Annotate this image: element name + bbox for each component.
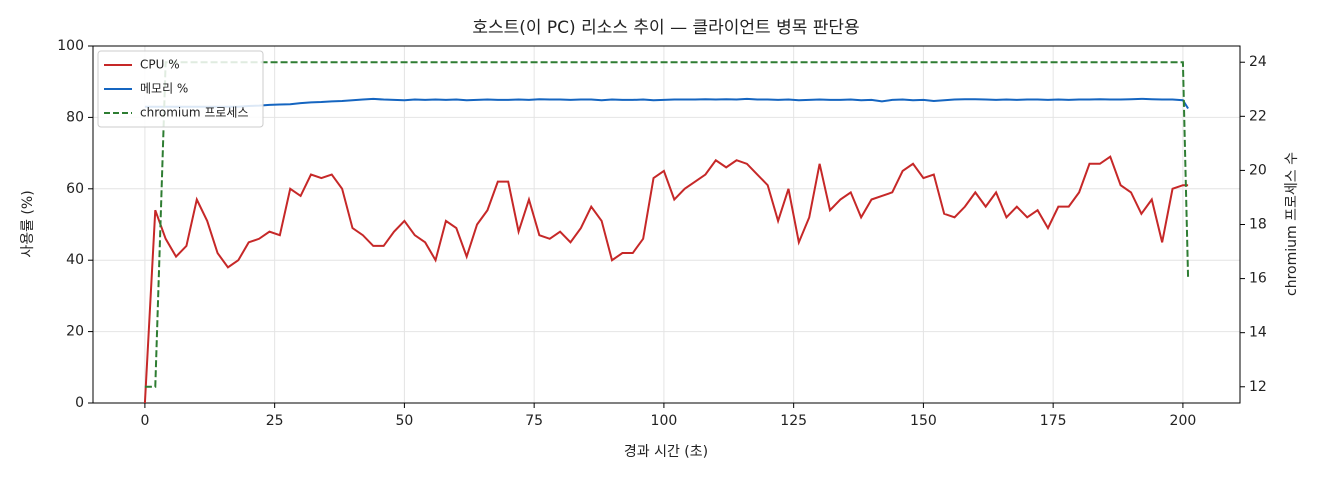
legend-label: chromium 프로세스	[140, 106, 249, 120]
legend-box	[97, 50, 264, 128]
x-tick-label: 125	[780, 413, 807, 429]
x-tick-label: 175	[1040, 413, 1067, 429]
legend-label: 메모리 %	[140, 82, 188, 96]
y-tick-label: 20	[66, 324, 84, 340]
y2-tick-label: 16	[1249, 271, 1267, 287]
x-tick-label: 50	[395, 413, 413, 429]
y2-tick-label: 12	[1249, 379, 1267, 395]
x-tick-label: 0	[140, 413, 149, 429]
x-tick-label: 25	[266, 413, 284, 429]
data-line	[143, 155, 1189, 404]
x-axis-label: 경과 시간 (초)	[624, 444, 708, 460]
y-tick-label: 0	[75, 395, 84, 411]
data-line	[144, 61, 1190, 388]
chart-title: 호스트(이 PC) 리소스 추이 — 클라이언트 병목 판단용	[472, 18, 859, 38]
y2-axis-label: chromium 프로세스 수	[1284, 152, 1300, 296]
x-tick-label: 100	[651, 413, 678, 429]
y2-tick-label: 18	[1249, 217, 1267, 233]
y-tick-label: 100	[57, 38, 84, 54]
plot-frame	[92, 45, 1241, 404]
y2-tick-label: 20	[1249, 162, 1267, 178]
y2-tick-label: 24	[1249, 54, 1267, 70]
x-tick-label: 75	[525, 413, 543, 429]
y-axis-label: 사용률 (%)	[20, 190, 36, 257]
x-tick-label: 150	[910, 413, 937, 429]
y-tick-label: 60	[66, 181, 84, 197]
y2-tick-label: 14	[1249, 325, 1267, 341]
y-tick-label: 80	[66, 109, 84, 125]
x-tick-label: 200	[1170, 413, 1197, 429]
y2-tick-label: 22	[1249, 108, 1267, 124]
y-tick-label: 40	[66, 252, 84, 268]
data-line	[144, 97, 1189, 110]
legend-label: CPU %	[140, 58, 180, 72]
